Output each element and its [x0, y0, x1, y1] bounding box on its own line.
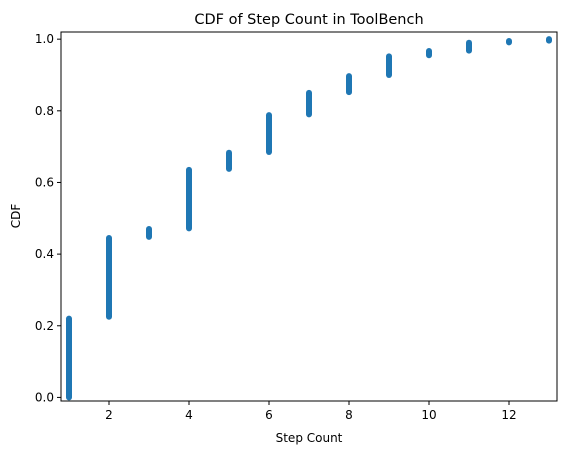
x-tick-label: 12 — [501, 408, 516, 422]
x-tick-label: 8 — [345, 408, 353, 422]
y-axis-label: CDF — [9, 204, 23, 229]
y-tick-label: 1.0 — [35, 32, 54, 46]
x-tick-label: 2 — [105, 408, 113, 422]
chart-title: CDF of Step Count in ToolBench — [194, 12, 423, 28]
x-axis: 2 4 6 8 10 12 — [105, 401, 517, 422]
y-tick-label: 0.8 — [35, 104, 54, 118]
plot-frame — [60, 31, 558, 402]
y-tick-label: 0.0 — [35, 390, 54, 404]
x-tick-label: 10 — [421, 408, 436, 422]
x-tick-label: 6 — [265, 408, 273, 422]
x-tick-label: 4 — [185, 408, 193, 422]
x-axis-label: Step Count — [276, 431, 343, 445]
y-tick-label: 0.2 — [35, 319, 54, 333]
y-tick-label: 0.4 — [35, 247, 54, 261]
plot-area — [66, 36, 552, 401]
y-axis: 0.0 0.2 0.4 0.6 0.8 1.0 — [35, 32, 61, 404]
y-tick-label: 0.6 — [35, 175, 54, 189]
